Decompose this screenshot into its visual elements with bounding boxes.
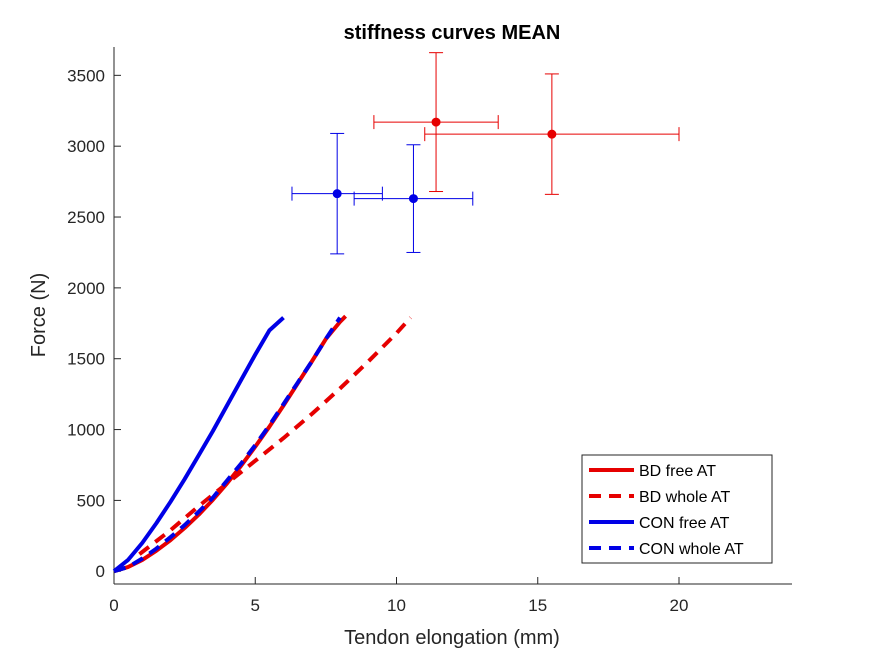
- errorbar-point-con: [291, 132, 383, 255]
- errorbar-points-layer: [291, 52, 680, 255]
- y-axis-ticks: 0 500 1000 1500 2000 2500 3000 3500: [67, 66, 121, 581]
- x-tick-label: 10: [387, 596, 406, 615]
- series-line-bd-whole-at: [138, 316, 413, 556]
- x-tick-label: 20: [670, 596, 689, 615]
- y-tick-label: 1000: [67, 421, 105, 440]
- legend-label: BD whole AT: [639, 489, 731, 506]
- legend-label: CON free AT: [639, 515, 730, 532]
- series-line-con-whole-at: [113, 316, 342, 574]
- x-tick-label: 5: [251, 596, 260, 615]
- x-axis-ticks: 0 5 10 15 20: [109, 577, 688, 615]
- y-tick-label: 3000: [67, 137, 105, 156]
- x-axis-label: Tendon elongation (mm): [344, 627, 560, 649]
- x-tick-label: 0: [109, 596, 118, 615]
- y-tick-label: 2500: [67, 208, 105, 227]
- series-layer: [112, 314, 413, 574]
- legend-label: BD free AT: [639, 463, 716, 480]
- y-axis-label: Force (N): [28, 273, 50, 357]
- y-tick-label: 2000: [67, 279, 105, 298]
- x-tick-label: 15: [528, 596, 547, 615]
- mean-marker: [408, 194, 418, 204]
- legend: BD free AT BD whole AT CON free AT CON whol…: [581, 454, 773, 564]
- y-tick-label: 3500: [67, 66, 105, 85]
- errorbar-point-bd: [373, 52, 499, 193]
- y-tick-label: 1500: [67, 350, 105, 369]
- series-line-con-free-at: [112, 316, 285, 573]
- mean-marker: [547, 129, 557, 139]
- chart-title: stiffness curves MEAN: [344, 22, 561, 44]
- y-tick-label: 500: [77, 491, 105, 510]
- errorbar-point-con: [353, 144, 474, 253]
- legend-box: [581, 454, 773, 564]
- legend-label: CON whole AT: [639, 541, 744, 558]
- errorbar-point-bd: [424, 73, 680, 195]
- mean-marker: [332, 189, 342, 199]
- mean-marker: [431, 117, 441, 127]
- y-tick-label: 0: [96, 562, 105, 581]
